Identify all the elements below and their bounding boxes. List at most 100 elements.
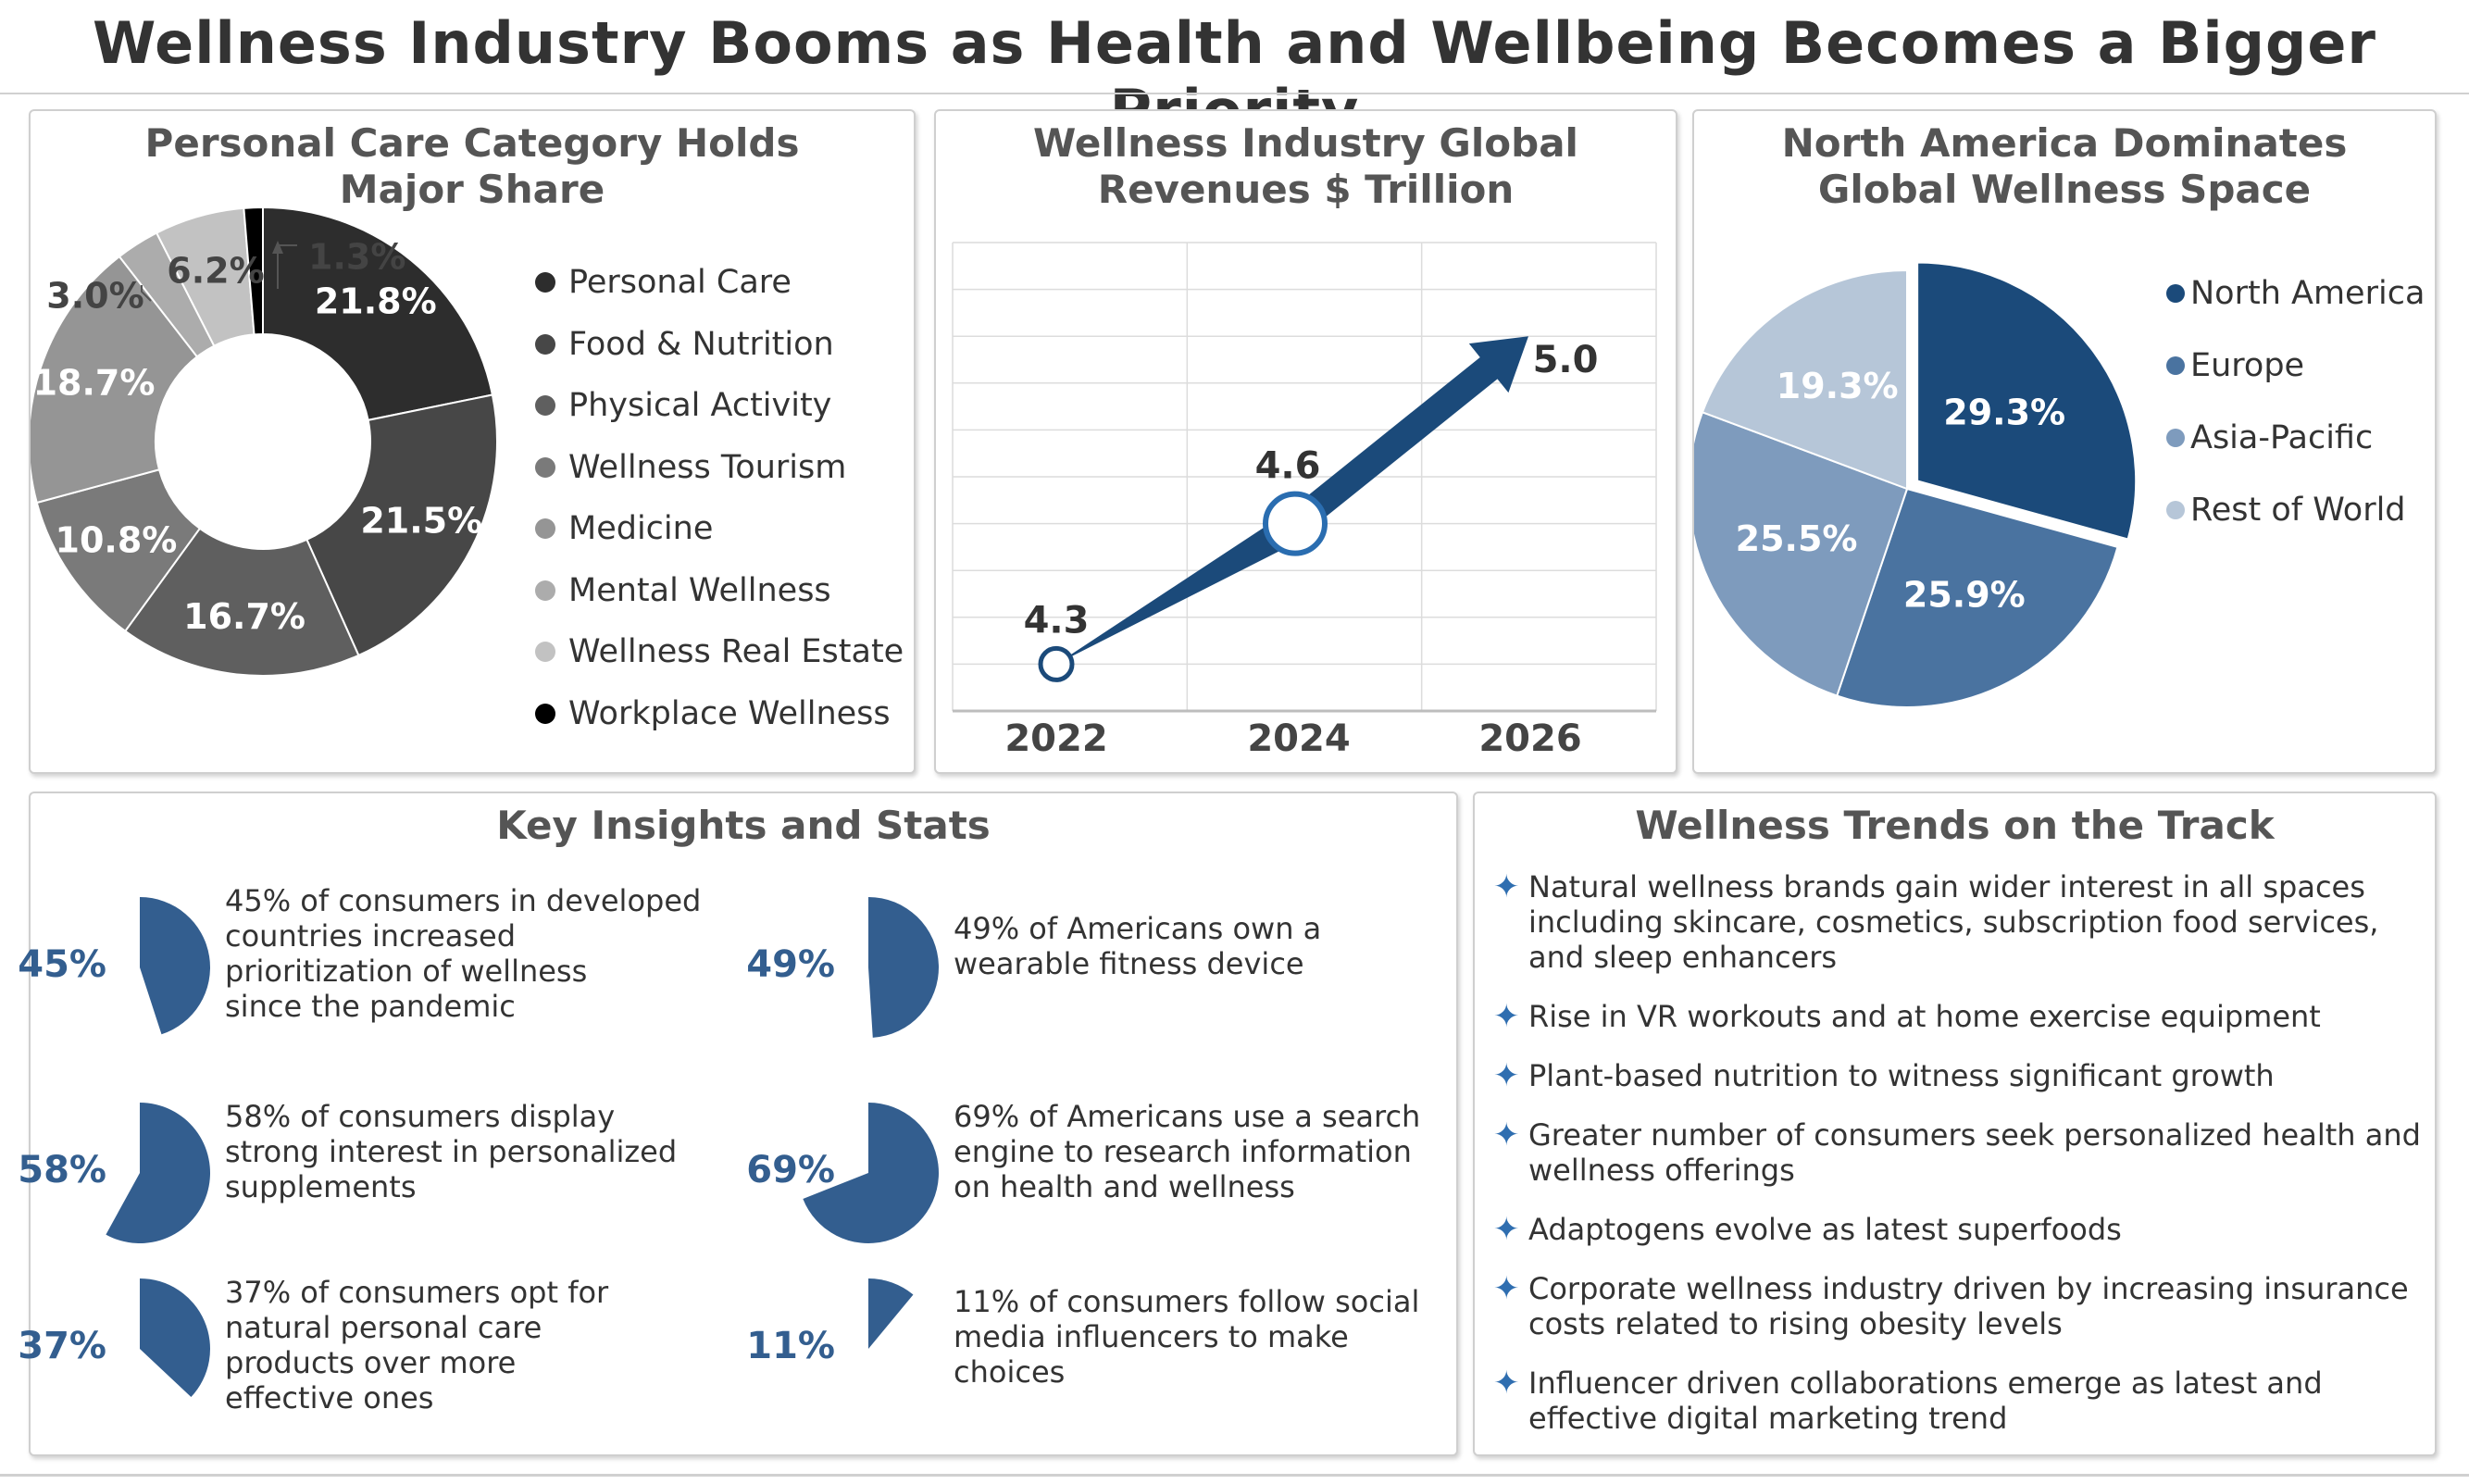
pie-title-line2: Global Wellness Space xyxy=(1817,167,2312,212)
donut-slice-workplace-wellness xyxy=(243,206,264,336)
donut-title: Personal Care Category Holds Major Share xyxy=(31,120,914,213)
insight-stat-text: 37% of consumers opt for natural personal… xyxy=(225,1275,725,1415)
trend-item-text: Plant-based nutrition to witness signifi… xyxy=(1528,1058,2275,1093)
line-chart: 4.3 4.6 5.0 2022 2024 2026 xyxy=(952,242,1657,760)
legend-dot-icon xyxy=(2166,284,2185,303)
donut-legend-item-food-nutrition: Food & Nutrition xyxy=(535,314,904,376)
insight-stat-pie xyxy=(868,1278,914,1349)
donut-legend-label: Wellness Real Estate xyxy=(568,633,904,671)
line-title-line1: Wellness Industry Global xyxy=(1033,120,1578,166)
insight-stat-text-line: strong interest in personalized xyxy=(225,1134,678,1169)
pie-panel: North America Dominates Global Wellness … xyxy=(1692,109,2437,774)
insight-stat-text-line: 69% of Americans use a search xyxy=(954,1099,1421,1134)
insight-stat-pie-slice xyxy=(140,1278,210,1398)
trend-item-text: Rise in VR workouts and at home exercise… xyxy=(1528,999,2321,1034)
donut-legend: Personal Care Food & Nutrition Physical Ac… xyxy=(535,252,904,744)
insight-stat-pie xyxy=(106,1103,210,1243)
line-x-tick-2024: 2024 xyxy=(1247,717,1350,760)
insight-stat-text-line: choices xyxy=(954,1354,1066,1390)
trend-item-text: Adaptogens evolve as latest superfoods xyxy=(1528,1212,2122,1247)
donut-title-line2: Major Share xyxy=(339,167,605,212)
pie-slice-asia-pacific xyxy=(1694,410,1909,697)
donut-slice-food-nutrition xyxy=(306,393,498,657)
donut-label-medicine: 18.7% xyxy=(33,362,156,403)
pie-legend-item-asia-pacific: Asia-Pacific xyxy=(2166,402,2425,474)
donut-label-wellness-tourism: 10.8% xyxy=(56,520,178,561)
donut-legend-item-medicine: Medicine xyxy=(535,498,904,560)
insight-stat-percent: 69% xyxy=(746,1149,835,1191)
insight-stat-text-line: 45% of consumers in developed xyxy=(225,883,702,918)
donut-panel: Personal Care Category Holds Major Share… xyxy=(29,109,916,774)
pie-legend-item-europe: Europe xyxy=(2166,330,2425,402)
donut-leader-arrowhead xyxy=(272,241,283,254)
pie-legend-label: Europe xyxy=(2190,347,2305,384)
legend-dot-icon xyxy=(535,518,555,540)
pie-legend-label: Rest of World xyxy=(2190,492,2406,529)
insight-stat-pie-slice xyxy=(140,897,210,1035)
bottom-divider xyxy=(0,1474,2469,1477)
donut-label-personal-care: 21.8% xyxy=(315,281,437,321)
line-x-tick-2022: 2022 xyxy=(1004,717,1107,760)
line-title: Wellness Industry Global Revenues $ Tril… xyxy=(936,120,1676,213)
donut-label-wellness-real-estate: 6.2% xyxy=(167,251,264,292)
pie-title: North America Dominates Global Wellness … xyxy=(1694,120,2435,213)
insight-stat-text: 45% of consumers in developed countries i… xyxy=(225,883,725,1024)
donut-label-workplace-wellness: 1.3% xyxy=(308,237,405,278)
insight-stat-text: 11% of consumers follow social media infl… xyxy=(954,1284,1453,1390)
line-x-tick-2026: 2026 xyxy=(1478,717,1581,760)
donut-legend-item-wellness-real-estate: Wellness Real Estate xyxy=(535,621,904,683)
insight-stat-pie-slice xyxy=(868,897,940,1038)
insight-stat-text-line: supplements xyxy=(225,1169,417,1204)
star-bullet-icon: ✦ xyxy=(1493,1116,1520,1154)
pie-chart: 29.3% 25.9% 25.5% 19.3% xyxy=(1694,261,2138,708)
insight-stat-text-line: 58% of consumers display xyxy=(225,1099,616,1134)
donut-chart: 21.8% 21.5% 16.7%10.8% 18.7% 3.0% 6.2% 1.3% xyxy=(31,206,498,677)
insight-stat-pie xyxy=(803,1103,939,1243)
legend-dot-icon xyxy=(535,580,555,601)
legend-dot-icon xyxy=(535,333,555,355)
donut-legend-item-wellness-tourism: Wellness Tourism xyxy=(535,437,904,499)
line-point-2024 xyxy=(1263,491,1328,556)
star-bullet-icon: ✦ xyxy=(1493,1270,1520,1307)
trends-title: Wellness Trends on the Track xyxy=(1635,803,2275,848)
trend-item-text: Corporate wellness industry driven by in… xyxy=(1528,1271,2409,1341)
insight-stat: 37% 37% of consumers opt for natural perso… xyxy=(18,1256,734,1441)
pie-slice-north-america xyxy=(1916,261,2138,541)
trend-item-text: Natural wellness brands gain wider inter… xyxy=(1528,869,2379,975)
donut-legend-item-mental-wellness: Mental Wellness xyxy=(535,560,904,622)
donut-legend-label: Wellness Tourism xyxy=(568,448,847,486)
legend-dot-icon xyxy=(2166,429,2185,447)
pie-label-europe: 25.9% xyxy=(1903,574,2026,615)
legend-dot-icon xyxy=(535,395,555,417)
insight-stat-pie xyxy=(140,897,210,1035)
donut-legend-label: Medicine xyxy=(568,510,714,548)
insight-stat-pie-slice xyxy=(106,1103,210,1243)
legend-dot-icon xyxy=(535,456,555,478)
line-panel: Wellness Industry Global Revenues $ Tril… xyxy=(934,109,1677,774)
legend-dot-icon xyxy=(535,703,555,724)
star-bullet-icon: ✦ xyxy=(1493,1211,1520,1248)
trend-item: ✦ Adaptogens evolve as latest superfoods xyxy=(1493,1212,2428,1247)
pie-slice-europe xyxy=(1835,487,2119,708)
insight-stat: 69% 69% of Americans use a search engine t… xyxy=(746,1080,1463,1266)
insight-stat-text-line: since the pandemic xyxy=(225,989,516,1024)
star-bullet-icon: ✦ xyxy=(1493,868,1520,905)
line-value-label-2026: 5.0 xyxy=(1533,339,1599,381)
insight-stat-text-line: products over more xyxy=(225,1345,517,1380)
donut-label-mental-wellness: 3.0% xyxy=(46,276,143,317)
trends-panel: Wellness Trends on the Track ✦ Natural we… xyxy=(1473,792,2437,1456)
donut-legend-label: Food & Nutrition xyxy=(568,325,834,363)
insight-stat: 11% 11% of consumers follow social media i… xyxy=(746,1256,1463,1441)
insight-stat-pie xyxy=(140,1278,210,1398)
title-divider xyxy=(0,93,2469,94)
donut-legend-label: Personal Care xyxy=(568,264,792,302)
donut-label-physical-activity: 16.7% xyxy=(183,596,306,637)
star-bullet-icon: ✦ xyxy=(1493,1365,1520,1402)
trends-list: ✦ Natural wellness brands gain wider inte… xyxy=(1493,869,2428,1460)
insight-stat-pie-slice xyxy=(803,1103,939,1243)
pie-label-asia-pacific: 25.5% xyxy=(1736,518,1858,559)
insight-stat-percent: 49% xyxy=(746,943,835,986)
insight-stat-text-line: prioritization of wellness xyxy=(225,954,588,989)
donut-legend-label: Physical Activity xyxy=(568,387,832,425)
donut-legend-label: Workplace Wellness xyxy=(568,694,891,732)
